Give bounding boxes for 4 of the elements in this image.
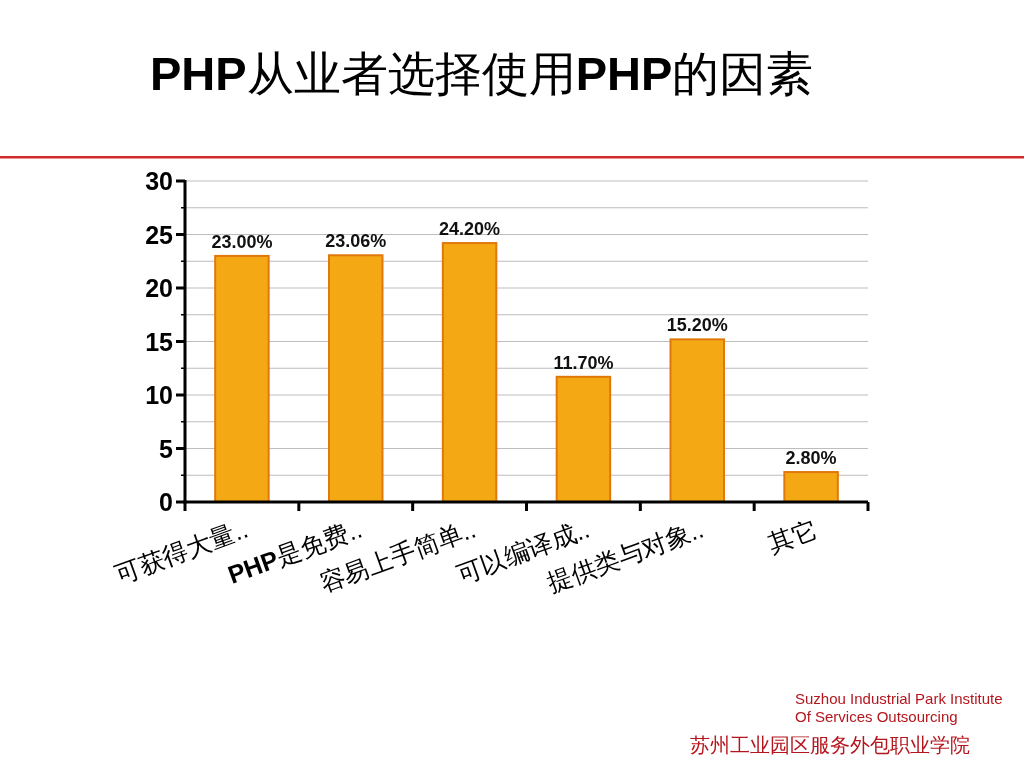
title: PHP从业者选择使用PHP的因素 bbox=[150, 47, 814, 100]
annotation: Of Services Outsourcing bbox=[795, 708, 958, 725]
annotation: 苏州工业园区服务外包职业学院 bbox=[690, 734, 970, 756]
annotation: Suzhou Industrial Park Institute bbox=[795, 690, 1003, 707]
